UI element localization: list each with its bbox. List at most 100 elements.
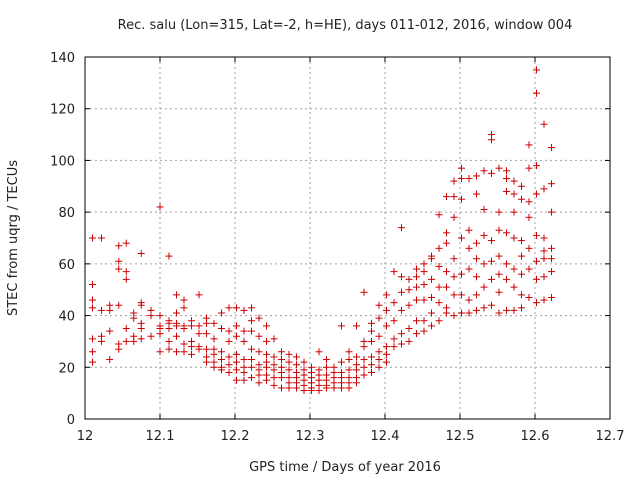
- data-point: [233, 366, 240, 374]
- data-point: [106, 306, 114, 314]
- data-point: [323, 363, 330, 371]
- data-point: [443, 229, 450, 237]
- y-tick-label: 120: [50, 103, 75, 118]
- x-tick-label: 12.6: [521, 429, 550, 444]
- data-point: [420, 317, 428, 325]
- data-point: [218, 325, 225, 332]
- data-point: [180, 340, 188, 348]
- data-point: [240, 327, 248, 335]
- data-point: [428, 293, 435, 301]
- data-point: [293, 353, 300, 361]
- data-point: [195, 330, 203, 338]
- data-point: [450, 177, 458, 185]
- data-point: [495, 208, 503, 216]
- data-point: [540, 120, 548, 128]
- data-point: [473, 239, 480, 247]
- data-point: [533, 66, 540, 74]
- data-point: [518, 291, 525, 299]
- data-point: [405, 275, 413, 283]
- data-point: [173, 322, 180, 330]
- data-point: [130, 314, 138, 322]
- data-point: [375, 332, 383, 340]
- data-point: [122, 275, 130, 283]
- data-point: [525, 265, 533, 273]
- data-point: [270, 335, 278, 343]
- data-point: [420, 281, 428, 289]
- data-point: [89, 234, 96, 242]
- data-point: [173, 348, 180, 356]
- data-point: [240, 368, 248, 376]
- data-point: [300, 358, 308, 366]
- data-point: [122, 239, 130, 247]
- x-tick-label: 12.1: [146, 429, 175, 444]
- data-point: [533, 257, 540, 265]
- data-point: [398, 224, 405, 232]
- data-point: [525, 164, 533, 172]
- data-point: [525, 141, 533, 149]
- data-point: [255, 332, 263, 340]
- data-point: [345, 356, 353, 364]
- data-point: [270, 366, 278, 374]
- data-point: [428, 322, 435, 330]
- plot-frame: [84, 56, 611, 420]
- data-point: [540, 273, 548, 281]
- data-point: [203, 319, 210, 327]
- data-point: [130, 337, 138, 345]
- x-tick-label: 12.2: [221, 429, 250, 444]
- data-point: [413, 283, 420, 291]
- data-point: [248, 327, 255, 335]
- data-point: [548, 244, 555, 252]
- data-point: [503, 187, 510, 195]
- data-point: [488, 275, 495, 283]
- x-tick-label: 12.4: [371, 429, 400, 444]
- data-point: [270, 353, 278, 361]
- data-point: [218, 356, 225, 364]
- data-point: [458, 175, 465, 183]
- data-point: [480, 304, 488, 312]
- data-point: [225, 327, 233, 335]
- x-tick-label: 12.5: [446, 429, 475, 444]
- data-point: [510, 208, 518, 216]
- data-point: [443, 239, 450, 247]
- data-point: [458, 195, 465, 203]
- data-point: [398, 273, 405, 281]
- data-point: [540, 234, 548, 242]
- data-point: [465, 226, 473, 234]
- data-point: [435, 211, 443, 219]
- data-point: [435, 262, 443, 270]
- axis-ticks: 12 12.1 12.2 12.3 12.4 12.5 12.6 12.7 0 20 40 60 80 1…: [50, 51, 624, 444]
- data-point: [240, 337, 248, 345]
- y-tick-label: 140: [50, 51, 75, 66]
- data-point: [518, 237, 525, 245]
- data-point: [480, 283, 488, 291]
- data-point: [503, 175, 510, 183]
- data-point: [503, 229, 510, 237]
- data-point: [488, 237, 495, 245]
- data-point: [156, 330, 164, 338]
- data-point: [225, 361, 233, 369]
- data-point: [443, 283, 450, 291]
- data-point: [263, 350, 270, 358]
- data-point: [450, 291, 458, 299]
- data-point: [473, 172, 480, 180]
- data-point: [473, 255, 480, 263]
- y-tick-label: 0: [67, 413, 75, 428]
- data-point: [233, 376, 240, 384]
- data-point: [495, 288, 503, 296]
- data-point: [137, 325, 145, 332]
- data-point: [405, 301, 413, 309]
- data-point: [428, 275, 435, 283]
- data-point: [360, 356, 368, 364]
- data-point: [383, 358, 390, 366]
- y-tick-label: 100: [50, 154, 75, 169]
- data-point: [210, 350, 218, 358]
- data-point: [338, 358, 345, 366]
- data-point: [248, 356, 255, 364]
- data-point: [420, 268, 428, 276]
- data-point: [450, 213, 458, 221]
- data-point: [203, 345, 210, 353]
- data-point: [248, 374, 255, 382]
- data-point: [218, 366, 225, 374]
- data-point: [285, 358, 293, 366]
